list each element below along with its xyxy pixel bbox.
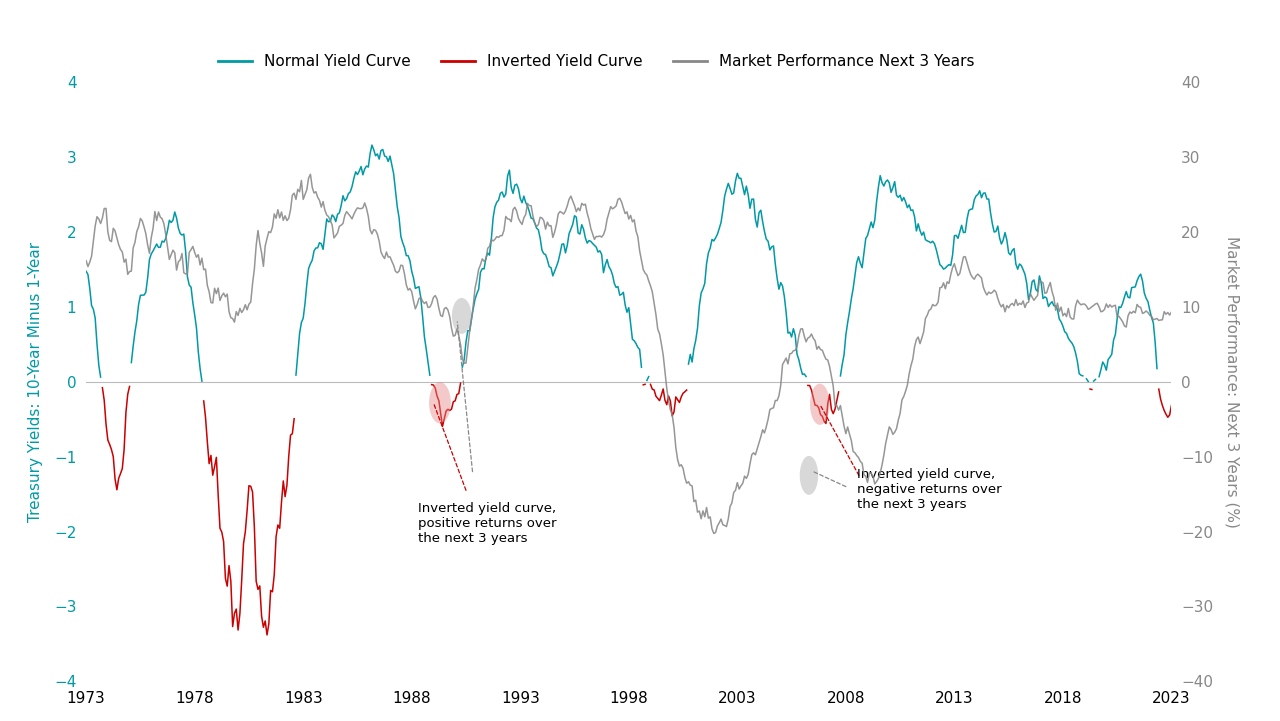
Ellipse shape [800, 456, 818, 495]
Y-axis label: Treasury Yields: 10-Year Minus 1-Year: Treasury Yields: 10-Year Minus 1-Year [28, 242, 42, 522]
Ellipse shape [810, 384, 829, 425]
Text: Inverted yield curve,
negative returns over
the next 3 years: Inverted yield curve, negative returns o… [856, 468, 1001, 511]
Y-axis label: Market Performance: Next 3 Years (%): Market Performance: Next 3 Years (%) [1225, 236, 1239, 528]
Text: Inverted yield curve,
positive returns over
the next 3 years: Inverted yield curve, positive returns o… [419, 502, 557, 544]
Ellipse shape [452, 298, 471, 334]
Ellipse shape [429, 382, 451, 423]
Legend: Normal Yield Curve, Inverted Yield Curve, Market Performance Next 3 Years: Normal Yield Curve, Inverted Yield Curve… [212, 48, 980, 75]
